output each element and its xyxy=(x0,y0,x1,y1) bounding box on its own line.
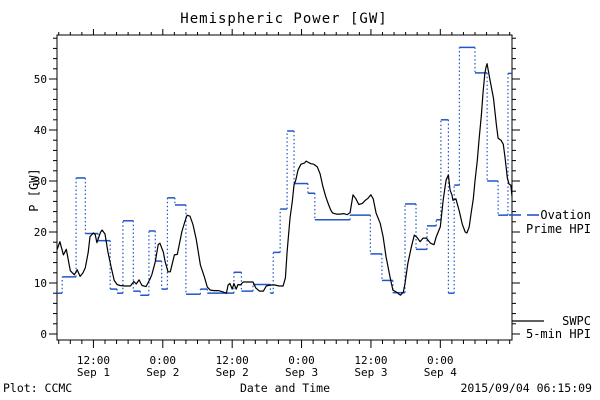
swpc-legend-label-line1: SWPC xyxy=(562,314,591,328)
x-tick-date-label: Sep 4 xyxy=(424,366,457,379)
x-tick-time-label: 12:00 xyxy=(354,354,387,367)
y-tick-label: 10 xyxy=(34,277,47,290)
swpc-legend-label-line2: 5-min HPI xyxy=(526,327,591,341)
x-tick-date-label: Sep 3 xyxy=(285,366,318,379)
x-tick-time-label: 12:00 xyxy=(216,354,249,367)
chart-title: Hemispheric Power [GW] xyxy=(180,11,387,27)
x-tick-time-label: 0:00 xyxy=(150,354,177,367)
x-tick-time-label: 0:00 xyxy=(427,354,454,367)
x-tick-date-label: Sep 2 xyxy=(216,366,249,379)
y-tick-label: 40 xyxy=(34,124,47,137)
x-tick-time-label: 0:00 xyxy=(288,354,315,367)
y-tick-label: 0 xyxy=(40,328,47,341)
ovation-legend-label-line2: Prime HPI xyxy=(526,222,591,236)
legend-ovation: Ovation Prime HPI xyxy=(509,208,591,236)
footer-source-label: Plot: CCMC xyxy=(3,381,72,395)
plot-timestamp: 2015/09/04 06:15:09 xyxy=(460,381,592,395)
swpc-line-series xyxy=(56,63,513,296)
x-tick-date-label: Sep 2 xyxy=(146,366,179,379)
plot-border xyxy=(56,34,513,341)
legend-swpc: SWPC 5-min HPI xyxy=(512,314,591,341)
x-tick-date-label: Sep 1 xyxy=(77,366,110,379)
y-tick-label: 30 xyxy=(34,175,47,188)
ovation-legend-label-line1: Ovation xyxy=(540,208,591,222)
x-axis-label: Date and Time xyxy=(240,381,330,395)
y-tick-label: 50 xyxy=(34,73,47,86)
x-tick-time-label: 12:00 xyxy=(77,354,110,367)
y-tick-label: 20 xyxy=(34,226,47,239)
x-tick-date-label: Sep 3 xyxy=(354,366,387,379)
y-axis-label: P [GW] xyxy=(27,168,41,211)
